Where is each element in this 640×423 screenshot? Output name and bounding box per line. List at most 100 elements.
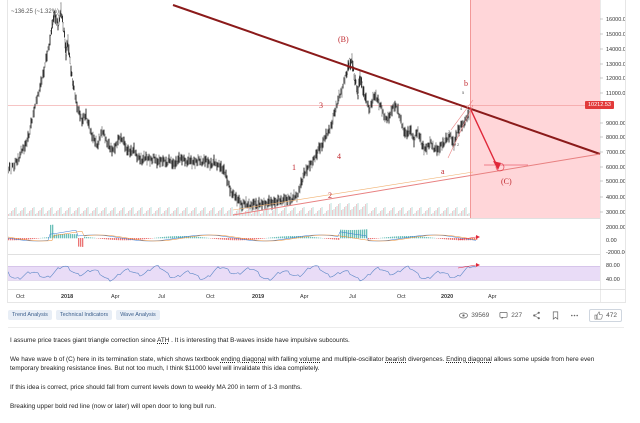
volume-bar	[101, 211, 103, 216]
ath-link[interactable]: ATH	[157, 337, 170, 344]
desc-text: allows some upside from here even tempor…	[10, 356, 595, 372]
volume-bar	[30, 210, 32, 216]
candle	[104, 134, 106, 143]
candle	[315, 149, 317, 159]
macd-bar	[338, 238, 340, 240]
volume-bar	[210, 210, 212, 216]
lower-support-line[interactable]	[232, 153, 601, 216]
candle	[318, 142, 320, 151]
macd-bar	[10, 238, 12, 241]
candle	[100, 129, 102, 136]
volume-bar	[32, 208, 34, 216]
bookmark-stat[interactable]	[551, 311, 560, 320]
ending-diagonal-link[interactable]: ending diagonal	[220, 356, 267, 363]
candle	[78, 106, 80, 115]
macd-bar	[476, 238, 478, 240]
macd-bar	[140, 238, 142, 240]
candle	[393, 102, 395, 112]
volume-bar	[467, 214, 469, 216]
volume-bar	[263, 211, 265, 216]
macd-bar	[348, 229, 350, 239]
pane-separator-2	[8, 254, 600, 255]
candle	[85, 108, 87, 120]
candle	[243, 199, 245, 205]
tag-technical-indicators[interactable]: Technical Indicators	[55, 310, 113, 320]
macd-bar	[298, 236, 300, 239]
candle	[205, 155, 207, 163]
macd-bar	[270, 237, 272, 239]
volume-bar	[341, 210, 343, 216]
volume-bar	[17, 214, 19, 216]
candle	[102, 130, 104, 135]
macd-bar	[88, 237, 90, 239]
candle	[108, 138, 110, 150]
candle	[316, 149, 318, 160]
candle	[224, 172, 226, 177]
candle	[283, 193, 285, 203]
volume-bar	[192, 210, 194, 216]
desc-paragraph-4: Breaking upper bold red line (now or lat…	[10, 403, 217, 410]
price-chart[interactable]: (B) (C) b a 1 2 3 4 5 4 3 2 1 16000.00 15…	[8, 0, 625, 302]
candle	[401, 123, 403, 129]
candle	[443, 142, 445, 147]
candle	[235, 192, 237, 201]
time-tick-label: Apr	[300, 294, 309, 300]
candle	[439, 142, 441, 153]
rsi-axis: 80.00 40.00	[606, 263, 620, 283]
upper-resistance-line[interactable]	[172, 4, 601, 155]
volume-bar	[39, 210, 41, 216]
macd-bar	[170, 236, 172, 239]
macd-bar	[402, 236, 404, 239]
candle	[139, 155, 141, 165]
volume-bar	[422, 214, 424, 216]
candle	[192, 160, 194, 165]
volume-bar	[465, 207, 467, 216]
candle	[31, 118, 33, 124]
macd-bar	[166, 236, 168, 239]
volume-bar	[206, 214, 208, 216]
volume-link[interactable]: volume	[299, 356, 321, 363]
volume-bar	[414, 213, 416, 216]
candle	[203, 154, 205, 164]
macd-bar	[308, 236, 310, 239]
candle	[57, 21, 59, 31]
tag-trend-analysis[interactable]: Trend Analysis	[8, 310, 52, 320]
ending-diagonal-link-2[interactable]: Ending diagonal	[446, 356, 492, 363]
candle	[11, 163, 13, 168]
volume-bar	[423, 213, 425, 216]
subwave-label-4: 4	[460, 106, 463, 111]
volume-bar	[129, 210, 131, 216]
macd-bar	[328, 238, 330, 239]
volume-bar	[23, 208, 25, 216]
macd-bar	[410, 236, 412, 239]
tag-wave-analysis[interactable]: Wave Analysis	[116, 310, 160, 320]
like-button[interactable]: 472	[589, 309, 622, 322]
candle	[70, 65, 72, 77]
volume-bar	[227, 211, 229, 216]
volume-bar	[282, 210, 284, 216]
desc-text: . It is interesting that B-waves inside …	[169, 337, 350, 344]
more-stat[interactable]	[570, 311, 579, 320]
comments-stat[interactable]: 227	[499, 311, 522, 320]
volume-bar	[354, 206, 356, 216]
macd-bar	[50, 224, 52, 239]
rsi-line	[8, 264, 477, 282]
candle	[200, 156, 202, 165]
macd-bar	[450, 238, 452, 240]
volume-bar	[398, 211, 400, 216]
candle	[450, 132, 452, 139]
chart-panel[interactable]: (B) (C) b a 1 2 3 4 5 4 3 2 1 16000.00 15…	[7, 0, 626, 303]
macd-bar	[64, 234, 66, 239]
bearish-link[interactable]: bearish	[385, 356, 407, 363]
candle	[149, 155, 151, 167]
candle	[127, 144, 129, 156]
candle	[228, 181, 230, 188]
price-axis[interactable]: 16000.00 15000.00 14000.00 13000.00 12000.00…	[600, 17, 625, 216]
volume-bar	[15, 207, 17, 216]
candle	[185, 158, 187, 164]
candle	[56, 18, 58, 23]
macd-bar	[386, 237, 388, 239]
share-stat[interactable]	[532, 311, 541, 320]
time-axis[interactable]: Oct 2018 Apr Jul Oct 2019 Apr Jul Oct 2020 Apr	[16, 294, 497, 300]
candle	[267, 198, 269, 208]
